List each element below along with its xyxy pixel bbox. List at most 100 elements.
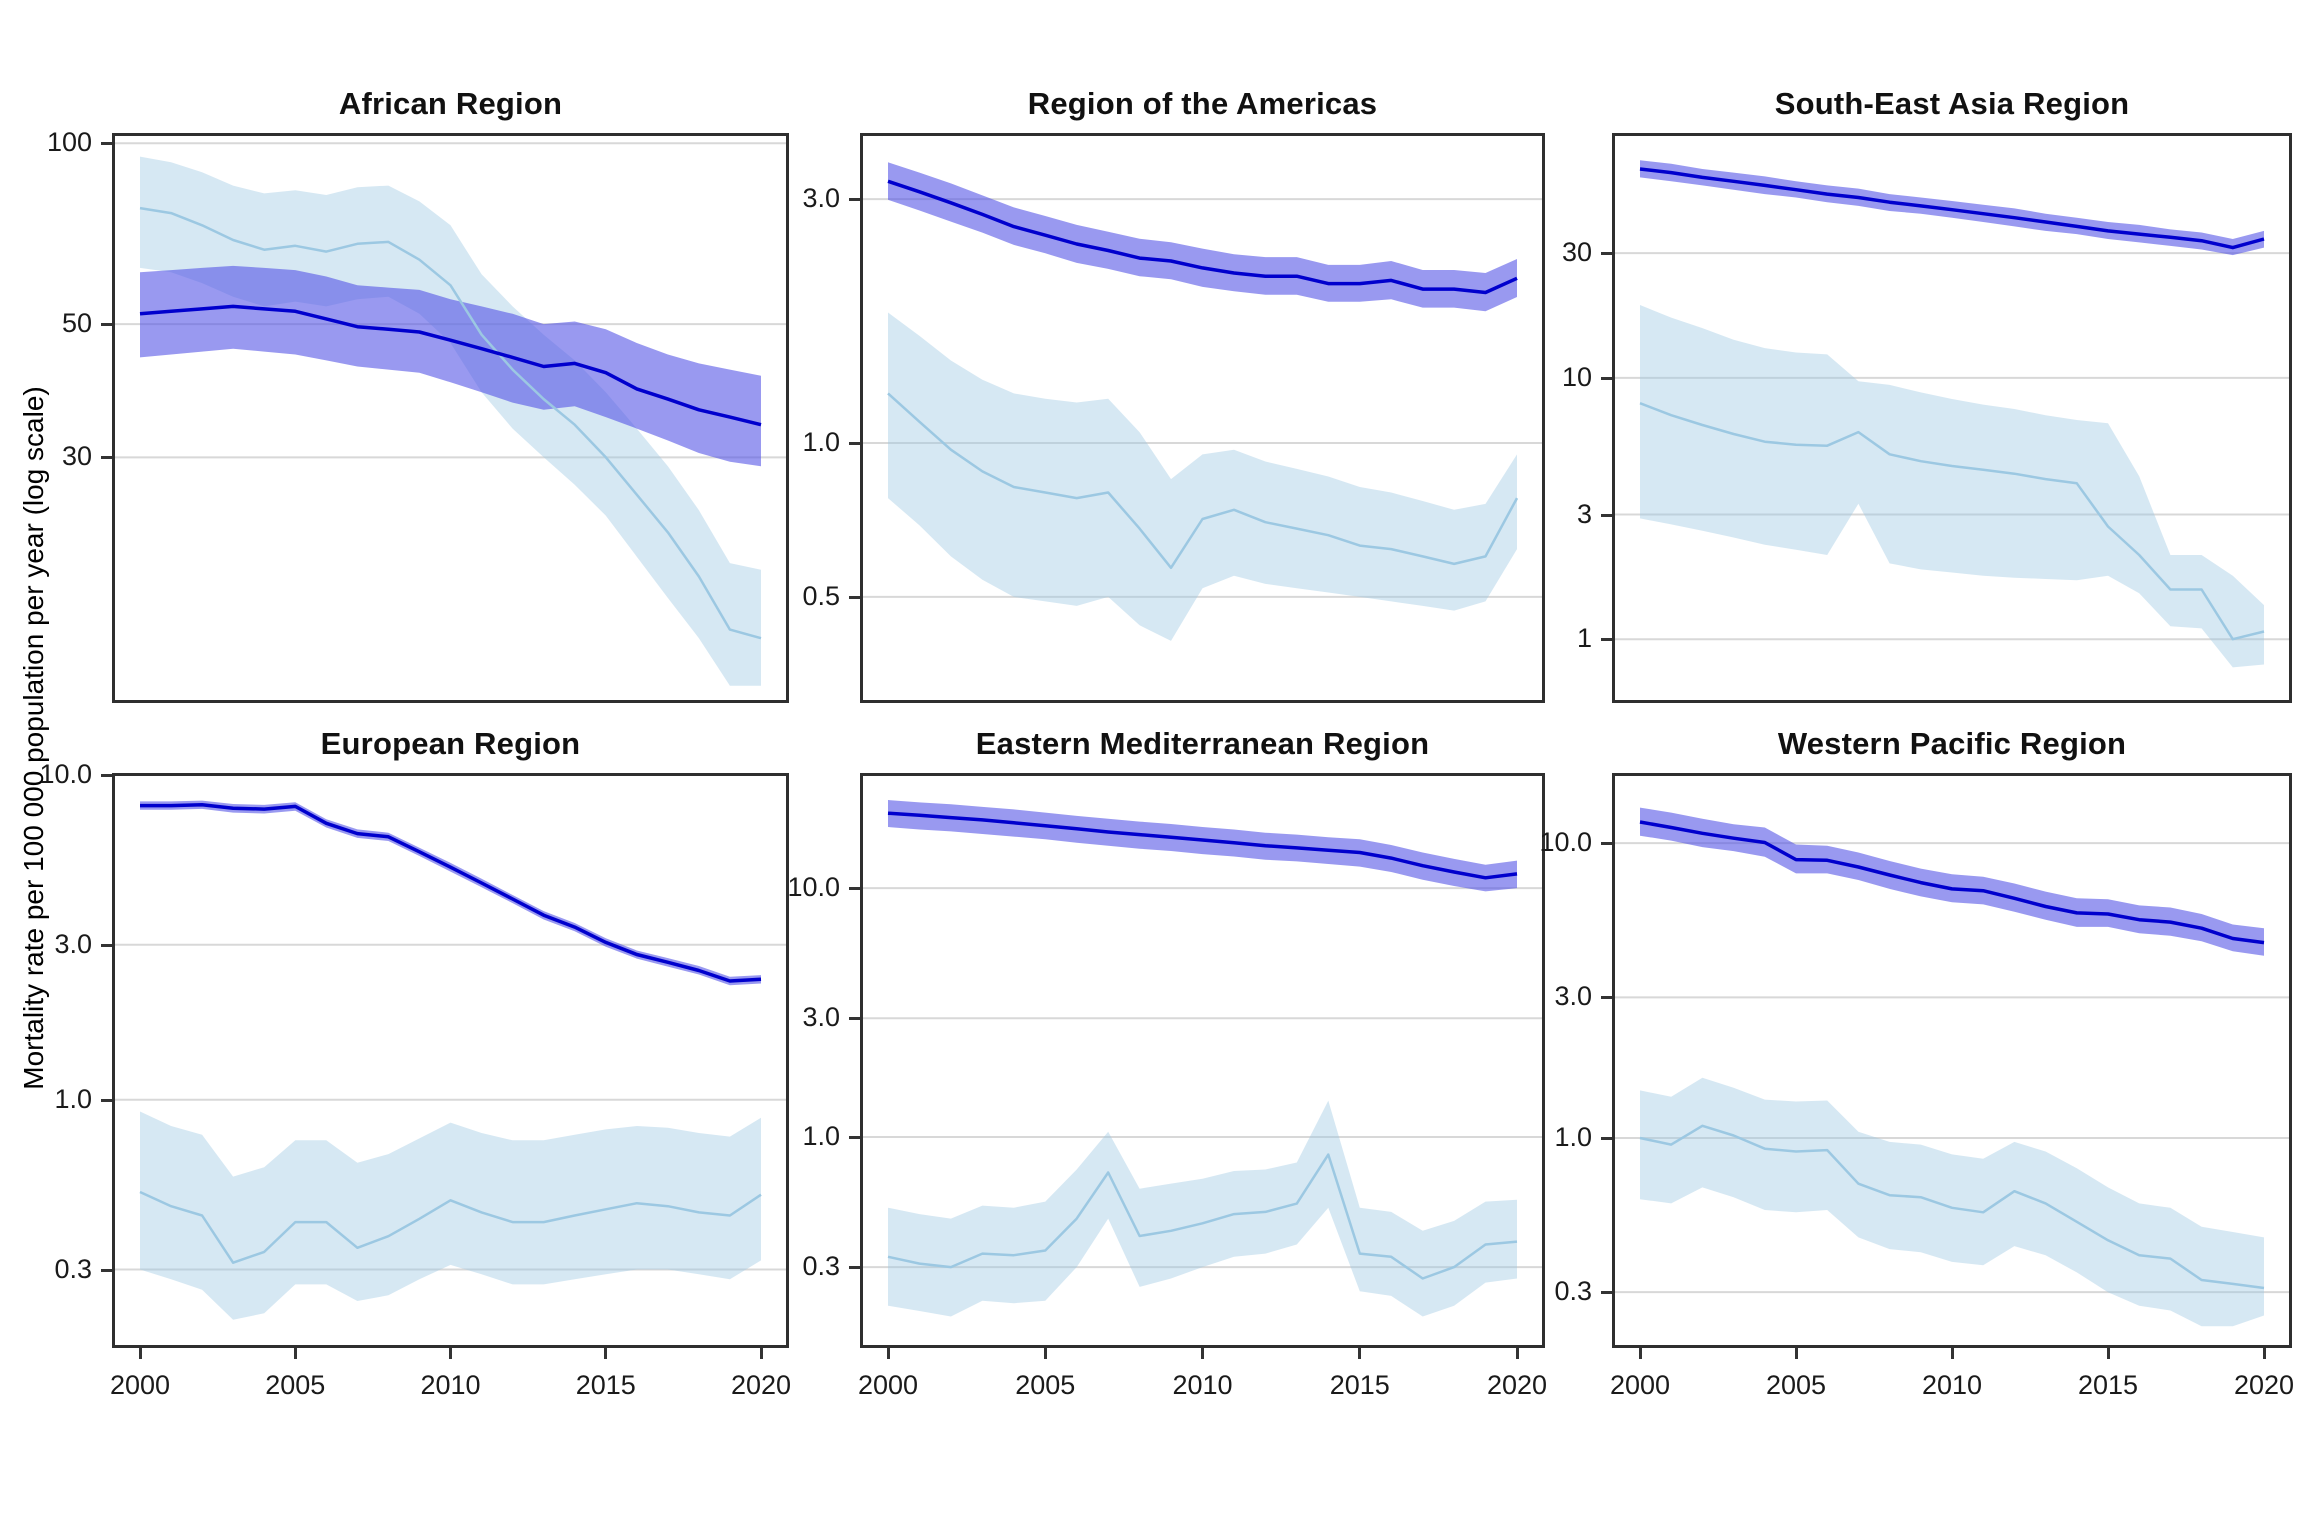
x-tick — [1950, 1348, 1954, 1359]
light-blue-line — [1639, 1124, 2265, 1290]
x-tick — [138, 1348, 142, 1359]
y-tick — [1601, 638, 1612, 642]
x-tick-label: 2000 — [1609, 1370, 1671, 1400]
plot-area — [112, 773, 789, 1348]
dark-blue-line — [140, 802, 762, 983]
y-tick-label: 10 — [1561, 361, 1592, 392]
x-tick — [2106, 1348, 2110, 1359]
plot-area — [860, 773, 1545, 1348]
x-tick-label: 2020 — [1486, 1370, 1548, 1400]
x-tick — [449, 1348, 452, 1359]
y-tick-label: 50 — [61, 308, 92, 339]
panel-border — [1612, 773, 2292, 1348]
panel-border — [112, 773, 789, 1348]
x-tick-label: 2010 — [420, 1370, 481, 1400]
x-tick — [886, 1348, 890, 1359]
dark-blue-line — [887, 179, 1518, 295]
light-blue-ci-ribbon — [888, 1100, 1517, 1317]
x-tick — [1794, 1348, 1798, 1359]
y-tick-label: 3.0 — [802, 1002, 840, 1033]
panel-title: Eastern Mediterranean Region — [975, 726, 1430, 761]
y-tick — [101, 943, 112, 947]
light-blue-line — [887, 1153, 1518, 1280]
panel-title: Region of the Americas — [1027, 86, 1378, 121]
y-tick — [849, 1266, 860, 1270]
y-tick — [1601, 842, 1612, 846]
x-tick-label: 2000 — [857, 1370, 919, 1400]
y-tick-label: 1.0 — [802, 1120, 840, 1151]
y-tick — [101, 142, 112, 146]
x-tick-label: 2005 — [1015, 1370, 1076, 1400]
y-tick — [101, 456, 112, 460]
light-blue-ci-ribbon — [1640, 1077, 2264, 1327]
x-tick-label: 2010 — [1172, 1370, 1233, 1400]
panel-border — [1612, 133, 2292, 703]
light-blue-ci-ribbon — [140, 1111, 761, 1320]
y-tick-label: 3.0 — [1554, 981, 1592, 1012]
y-tick — [849, 595, 860, 599]
x-tick — [1515, 1348, 1519, 1359]
y-tick — [101, 1268, 112, 1272]
y-tick-label: 10.0 — [39, 758, 92, 789]
y-tick-label: 0.3 — [802, 1251, 840, 1282]
y-tick-label: 0.5 — [802, 580, 840, 611]
dark-blue-ci-ribbon — [140, 265, 761, 467]
panel-border — [112, 133, 789, 703]
y-tick-label: 1.0 — [54, 1083, 92, 1114]
y-tick-label: 3.0 — [54, 928, 92, 959]
dark-blue-line — [1639, 167, 2265, 250]
x-tick-label: 2015 — [575, 1370, 636, 1400]
x-tick — [293, 1348, 297, 1359]
light-blue-ci-ribbon — [888, 312, 1517, 641]
y-tick — [849, 887, 860, 891]
dark-blue-ci-ribbon — [888, 162, 1517, 312]
x-tick — [1638, 1348, 1642, 1359]
y-tick-label: 1.0 — [1554, 1122, 1592, 1153]
x-tick-label: 2015 — [1329, 1370, 1390, 1400]
panel-title: Western Pacific Region — [1777, 726, 2127, 761]
panel-border — [860, 133, 1545, 703]
x-tick — [1043, 1348, 1047, 1359]
y-tick-label: 0.3 — [54, 1253, 92, 1284]
x-tick-label: 2005 — [265, 1370, 326, 1400]
y-tick-label: 10.0 — [787, 872, 840, 903]
x-tick — [604, 1348, 608, 1359]
y-tick-label: 1.0 — [802, 426, 840, 457]
dark-blue-line — [139, 304, 762, 427]
plot-area — [1612, 133, 2292, 703]
dark-blue-ci-ribbon — [888, 800, 1517, 892]
y-tick-label: 100 — [46, 127, 92, 158]
y-tick — [1601, 252, 1612, 256]
x-tick-label: 2005 — [1765, 1370, 1827, 1400]
y-tick-label: 3 — [1576, 498, 1592, 529]
y-tick — [1601, 996, 1612, 1000]
y-tick — [101, 773, 112, 777]
light-blue-line — [139, 206, 762, 640]
panel-border — [860, 773, 1545, 1348]
y-tick — [1601, 376, 1612, 380]
dark-blue-ci-ribbon — [1640, 807, 2264, 956]
light-blue-line — [887, 392, 1519, 570]
dark-blue-line — [887, 811, 1518, 880]
plot-area — [112, 133, 789, 703]
y-tick — [849, 1017, 860, 1021]
dark-blue-ci-ribbon — [1640, 160, 2264, 256]
plot-area — [860, 133, 1545, 703]
y-tick — [1601, 513, 1612, 517]
y-tick-label: 10.0 — [1539, 827, 1592, 858]
light-blue-line — [139, 1190, 762, 1264]
x-tick — [759, 1348, 763, 1359]
x-tick-label: 2020 — [2233, 1370, 2295, 1400]
x-tick-label: 2000 — [109, 1370, 171, 1400]
x-tick — [1358, 1348, 1362, 1359]
x-tick-label: 2015 — [2077, 1370, 2139, 1400]
dark-blue-ci-ribbon — [140, 800, 761, 986]
y-tick-label: 1 — [1576, 623, 1592, 654]
y-tick-label: 3.0 — [802, 183, 840, 214]
y-tick-label: 30 — [61, 441, 92, 472]
light-blue-line — [1639, 402, 2265, 641]
dark-blue-line — [1639, 820, 2265, 945]
x-tick-label: 2020 — [730, 1370, 792, 1400]
panel-title: South-East Asia Region — [1774, 86, 2130, 121]
